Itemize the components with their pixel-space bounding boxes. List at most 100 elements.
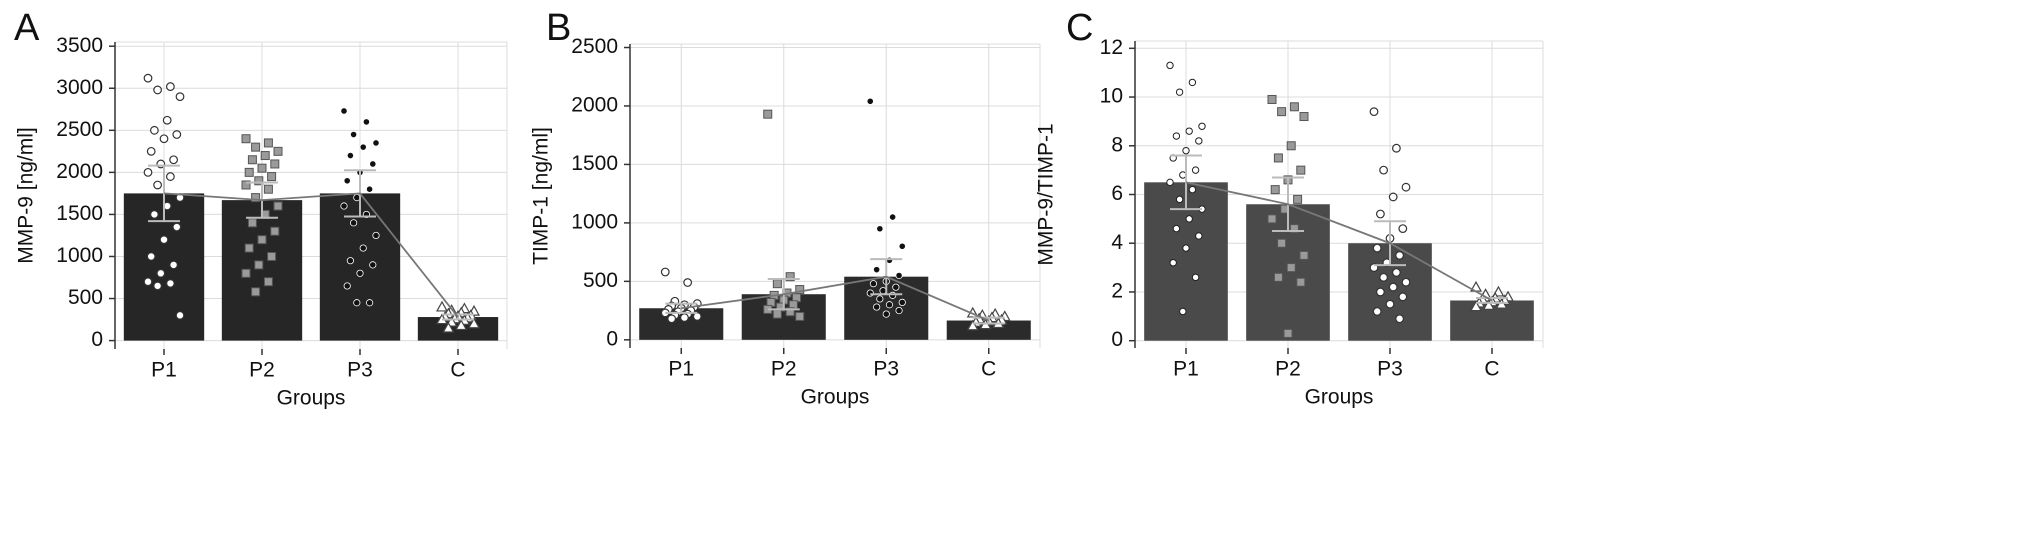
- point: [866, 97, 874, 105]
- bar: [319, 193, 401, 341]
- x-tick-label: P2: [249, 359, 275, 382]
- point: [267, 172, 277, 182]
- point: [895, 271, 903, 280]
- y-tick-label: 500: [68, 286, 103, 309]
- point: [892, 283, 900, 291]
- point: [359, 143, 367, 151]
- point: [359, 244, 367, 252]
- point: [1277, 238, 1287, 248]
- x-axis-title: Groups: [277, 387, 346, 410]
- y-tick-label: 3000: [56, 76, 103, 99]
- point: [1372, 243, 1382, 253]
- y-tick-label: 3500: [56, 34, 103, 57]
- point: [873, 266, 881, 274]
- point: [1391, 143, 1401, 153]
- y-tick-label: 6: [1111, 182, 1123, 205]
- y-tick-label: 2000: [571, 94, 618, 117]
- point: [340, 202, 348, 210]
- point: [785, 307, 795, 317]
- point: [442, 321, 455, 333]
- point: [251, 193, 261, 203]
- point: [1277, 107, 1287, 117]
- point: [263, 184, 273, 194]
- point: [869, 280, 878, 288]
- point: [1395, 251, 1404, 260]
- point: [172, 130, 182, 139]
- point: [257, 163, 267, 173]
- point: [372, 231, 380, 240]
- point: [455, 319, 468, 331]
- x-tick-label: P3: [873, 358, 899, 381]
- y-tick-label: 1500: [571, 152, 618, 175]
- point: [898, 298, 906, 306]
- point: [162, 115, 172, 125]
- point: [1179, 307, 1187, 316]
- y-tick-label: 2500: [56, 118, 103, 141]
- point: [1398, 292, 1408, 302]
- point: [898, 242, 906, 250]
- point: [244, 243, 254, 253]
- point: [1296, 277, 1306, 287]
- point: [1482, 299, 1495, 310]
- point: [889, 213, 897, 221]
- x-tick-label: P3: [347, 359, 373, 382]
- x-tick-label: C: [450, 359, 465, 382]
- point: [257, 235, 267, 245]
- point: [175, 92, 185, 102]
- point: [763, 109, 773, 119]
- error-bar: [148, 164, 180, 223]
- point: [263, 277, 273, 287]
- point: [885, 301, 894, 309]
- error-bar: [1476, 297, 1508, 304]
- point: [1372, 307, 1382, 316]
- point: [882, 310, 890, 318]
- point: [273, 146, 283, 156]
- mean-line: [163, 192, 459, 318]
- point: [1191, 166, 1200, 174]
- y-tick-label: 4: [1111, 231, 1123, 254]
- y-tick-label: 1000: [571, 210, 618, 233]
- point: [153, 85, 163, 95]
- x-tick-label: C: [1484, 358, 1499, 381]
- point: [365, 185, 374, 193]
- y-tick-label: 8: [1111, 133, 1123, 156]
- point: [146, 146, 156, 156]
- point: [343, 177, 351, 185]
- point: [1293, 194, 1303, 204]
- point: [149, 125, 159, 135]
- point: [159, 235, 169, 245]
- point: [244, 167, 254, 177]
- point: [1283, 328, 1293, 338]
- x-tick-label: P1: [1173, 358, 1199, 381]
- point: [346, 151, 354, 160]
- bar: [946, 320, 1031, 340]
- point: [772, 309, 782, 319]
- y-tick-label: 2500: [571, 35, 618, 58]
- point: [1270, 185, 1280, 195]
- point: [889, 291, 897, 299]
- point: [254, 176, 264, 186]
- point: [169, 155, 179, 165]
- point: [1198, 122, 1206, 130]
- point: [895, 306, 903, 315]
- point: [270, 159, 280, 169]
- point: [1385, 299, 1395, 309]
- panel-label: A: [14, 7, 40, 49]
- point: [1188, 78, 1197, 87]
- point: [172, 222, 182, 232]
- point: [1391, 268, 1401, 277]
- point: [1289, 102, 1299, 112]
- y-tick-label: 1500: [56, 202, 103, 225]
- point: [1182, 244, 1190, 252]
- point: [1369, 107, 1379, 117]
- point: [1191, 273, 1200, 282]
- point: [680, 313, 689, 323]
- point: [1273, 153, 1283, 163]
- point: [175, 310, 185, 320]
- point: [683, 278, 693, 287]
- point: [251, 287, 261, 297]
- point: [1379, 272, 1388, 282]
- point: [1401, 277, 1411, 287]
- point: [1388, 282, 1398, 292]
- point: [1182, 146, 1190, 155]
